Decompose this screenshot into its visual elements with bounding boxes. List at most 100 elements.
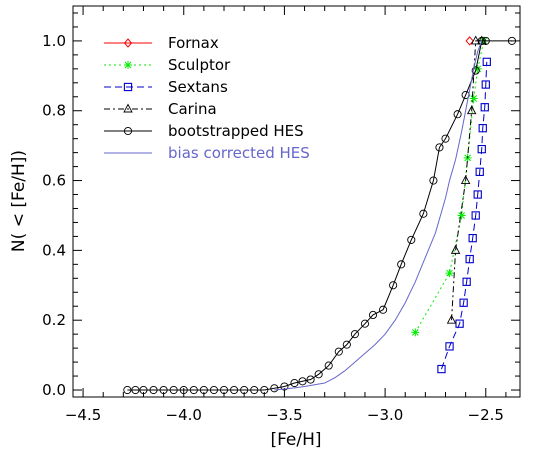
data-point-circle — [435, 143, 444, 152]
series-fornax — [465, 36, 474, 46]
plot-frame-group — [72, 5, 521, 398]
data-point-square — [437, 364, 446, 374]
series-line — [274, 40, 483, 391]
plot-frame — [72, 5, 521, 398]
y-tick-label: 0.6 — [42, 172, 66, 190]
data-point-square — [475, 167, 484, 176]
data-point-circle — [219, 385, 229, 395]
legend-entry: Fornax — [104, 34, 219, 52]
data-point-triangle — [123, 103, 133, 113]
data-point-circle — [507, 36, 516, 45]
data-point-triangle — [450, 244, 461, 254]
legend-entry: Sculptor — [104, 56, 231, 74]
data-point-square — [481, 80, 490, 89]
data-point-circle — [298, 377, 307, 386]
legend-entry: bootstrapped HES — [104, 122, 304, 140]
series-bootstrapped-hes — [123, 36, 516, 395]
data-point-circle — [280, 382, 289, 391]
series-sextans — [437, 57, 491, 374]
data-point-circle — [397, 260, 406, 269]
data-point-circle — [179, 385, 188, 395]
data-point-circle — [149, 385, 158, 395]
x-tick-label: −4.0 — [166, 406, 202, 424]
series-sculptor — [411, 36, 488, 337]
data-point-circle — [368, 310, 378, 320]
data-point-circle — [139, 385, 148, 395]
data-point-square — [123, 82, 133, 92]
data-point-circle — [250, 385, 259, 395]
legend-entry: Carina — [104, 100, 217, 118]
legend-entry: bias corrected HES — [104, 144, 310, 162]
data-point-circle — [189, 385, 198, 395]
data-point-square — [478, 124, 487, 133]
legend-label: Sextans — [168, 78, 228, 96]
series-bias-corrected-hes — [274, 40, 483, 391]
data-point-square — [468, 234, 477, 243]
data-point-circle — [481, 36, 490, 45]
data-point-circle — [209, 385, 218, 395]
data-point-triangle — [470, 35, 481, 45]
data-point-circle — [379, 305, 388, 314]
y-tick-label: 0.2 — [42, 311, 66, 329]
data-point-circle — [169, 385, 178, 395]
data-point-circle — [471, 66, 480, 75]
data-point-asterisk — [445, 269, 454, 278]
data-point-diamond — [123, 38, 133, 48]
y-tick-label: 0.8 — [42, 102, 66, 120]
data-point-square — [473, 190, 482, 199]
data-point-circle — [407, 235, 416, 244]
legend-label: Fornax — [168, 34, 219, 52]
legend-entry: Sextans — [104, 78, 228, 96]
series-line — [414, 40, 485, 333]
data-point-circle — [477, 36, 486, 45]
data-point-triangle — [446, 314, 457, 324]
legend-label: bias corrected HES — [168, 144, 310, 162]
data-point-circle — [429, 176, 438, 185]
data-point-circle — [306, 375, 315, 384]
data-point-circle — [290, 378, 299, 388]
legend-label: bootstrapped HES — [168, 122, 304, 140]
x-tick-label: −4.5 — [65, 406, 101, 424]
data-point-circle — [324, 361, 333, 370]
data-point-circle — [453, 110, 462, 119]
data-point-circle — [123, 385, 132, 395]
legend-label: Carina — [168, 100, 217, 118]
data-point-circle — [240, 385, 249, 395]
data-point-square — [462, 277, 471, 286]
data-point-triangle — [476, 35, 487, 45]
data-point-circle — [360, 319, 370, 328]
data-point-diamond — [465, 36, 474, 46]
x-tick-label: −3.0 — [367, 406, 403, 424]
tick-labels: −4.5 −4.0 −3.5 −3.0 −2.5 0.0 0.2 0.4 0.6 0.8 1.0 — [42, 32, 504, 424]
data-point-triangle — [460, 175, 471, 185]
series-line — [441, 61, 488, 370]
y-tick-label: 0.4 — [42, 241, 66, 259]
axis-ticks — [73, 6, 520, 397]
x-axis-label: [Fe/H] — [270, 430, 321, 450]
x-tick-label: −3.5 — [266, 406, 302, 424]
data-point-circle — [314, 370, 323, 379]
legend: Fornax Sculptor Sextans Carina bootstrapped … — [104, 34, 310, 162]
data-point-square — [477, 144, 486, 154]
data-point-circle — [260, 385, 269, 395]
series-line — [451, 40, 482, 321]
data-point-circle — [461, 90, 470, 100]
data-point-asterisk — [124, 61, 132, 69]
data-point-asterisk — [457, 211, 466, 220]
y-axis-label: N( < [Fe/H]) — [9, 150, 29, 252]
series-layer — [123, 35, 516, 395]
data-point-square — [482, 57, 491, 67]
data-point-circle — [441, 134, 450, 143]
data-point-circle — [230, 385, 239, 395]
data-point-asterisk — [469, 94, 478, 103]
data-point-square — [455, 319, 464, 328]
data-point-square — [480, 103, 489, 112]
x-tick-label: −2.5 — [468, 406, 504, 424]
y-tick-label: 1.0 — [42, 32, 66, 50]
data-point-triangle — [466, 105, 477, 115]
data-point-circle — [131, 385, 140, 395]
series-carina — [446, 35, 487, 324]
data-point-circle — [123, 126, 133, 136]
data-point-asterisk — [411, 328, 420, 337]
